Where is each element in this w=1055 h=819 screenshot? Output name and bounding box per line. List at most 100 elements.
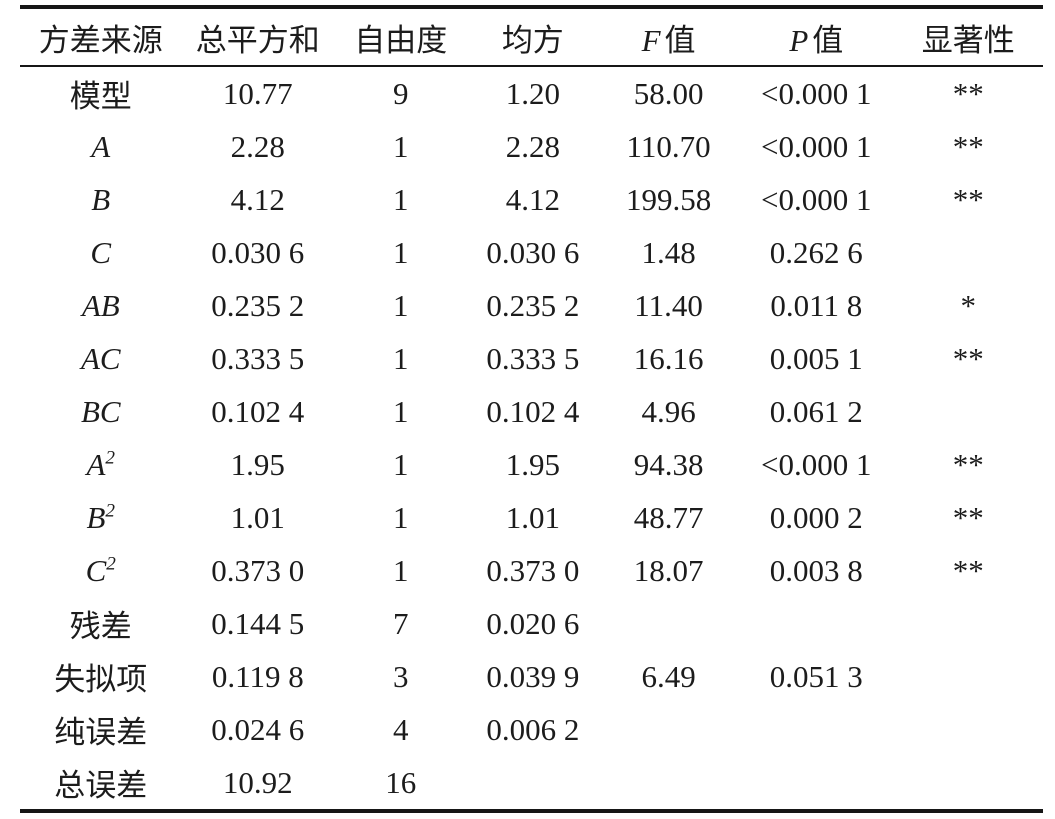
value-cell: 6.49 [641,658,696,694]
value-cell [894,703,1043,756]
table-row: 总误差 10.92 16 [20,756,1043,811]
value-cell [598,703,739,756]
value-cell [598,756,739,811]
source-cell: 残差 [69,609,132,644]
anova-table: 方差来源 总平方和 自由度 均方 F 值 P 值显著性 模型 10.77 9 1.20 58.00 <0… [20,5,1043,813]
value-cell: 1 [393,393,409,429]
table-row: AB 0.235 2 1 0.235 2 11.40 0.011 8 * [20,279,1043,332]
value-cell: 4.96 [641,393,696,429]
value-cell: 16 [385,764,417,800]
header-row: 方差来源 总平方和 自由度 均方 F 值 P 值显著性 [20,7,1043,67]
value-cell: <0.000 1 [761,181,872,217]
value-cell: 0.373 0 [211,552,305,588]
value-cell: * [960,287,977,323]
column-header: 方差来源 [20,7,182,67]
value-cell [739,597,893,650]
source-cell: BC [80,393,121,429]
table-row: 失拟项 0.119 8 3 0.039 9 6.49 0.051 3 [20,650,1043,703]
value-cell: 0.061 2 [769,393,863,429]
value-cell [894,226,1043,279]
value-cell: 11.40 [634,287,703,323]
table-body: 模型 10.77 9 1.20 58.00 <0.000 1 ** A 2.28 1 2.28 110… [20,66,1043,811]
value-cell: 2.28 [230,128,285,164]
table-row: C2 0.373 0 1 0.373 0 18.07 0.003 8 ** [20,544,1043,597]
table-row: B 4.12 1 4.12 199.58 <0.000 1 ** [20,173,1043,226]
value-cell: 58.00 [633,75,704,111]
value-cell: 18.07 [633,552,704,588]
value-cell: 0.144 5 [211,605,305,641]
table-row: 模型 10.77 9 1.20 58.00 <0.000 1 ** [20,66,1043,120]
table-row: A2 1.95 1 1.95 94.38 <0.000 1 ** [20,438,1043,491]
column-header: 显著性 [893,7,1043,67]
value-cell: 0.006 2 [486,711,580,747]
value-cell: 0.235 2 [486,287,580,323]
value-cell: ** [952,552,984,588]
value-cell: 199.58 [625,181,712,217]
table-row: AC 0.333 5 1 0.333 5 16.16 0.005 1 ** [20,332,1043,385]
value-cell: ** [952,128,984,164]
value-cell: 7 [393,605,409,641]
value-cell: 1.95 [230,446,285,482]
value-cell: 3 [393,658,409,694]
value-cell: 1 [393,287,409,323]
value-cell: 4 [393,711,409,747]
value-cell: 1 [393,499,409,535]
value-cell [468,756,599,811]
table-row: A 2.28 1 2.28 110.70 <0.000 1 ** [20,120,1043,173]
value-cell: <0.000 1 [761,446,872,482]
value-cell: 0.333 5 [211,340,305,376]
value-cell: <0.000 1 [761,128,872,164]
table-row: C 0.030 6 1 0.030 6 1.48 0.262 6 [20,226,1043,279]
value-cell: 1 [393,340,409,376]
source-cell: C [90,234,112,270]
column-header: 自由度 [334,7,468,67]
table-row: 纯误差 0.024 6 4 0.006 2 [20,703,1043,756]
source-cell: 模型 [69,79,132,114]
value-cell: 10.92 [222,764,293,800]
source-cell: B2 [86,499,116,535]
value-cell: 0.000 2 [769,499,863,535]
value-cell: 0.030 6 [486,234,580,270]
value-cell: ** [952,75,984,111]
value-cell: 1.01 [505,499,560,535]
source-cell: AB [81,287,120,323]
value-cell: 2.28 [505,128,560,164]
value-cell: ** [952,340,984,376]
value-cell [894,650,1043,703]
value-cell: 0.119 8 [211,658,304,694]
value-cell: 9 [393,75,409,111]
source-cell: 总误差 [54,768,148,803]
value-cell [739,756,893,811]
value-cell [739,703,893,756]
source-cell: 失拟项 [54,662,148,697]
source-cell: A2 [86,446,116,482]
value-cell: 0.102 4 [211,393,305,429]
table-row: 残差 0.144 5 7 0.020 6 [20,597,1043,650]
value-cell: 1 [393,181,409,217]
value-cell: 10.77 [222,75,293,111]
value-cell [894,597,1043,650]
table-row: B2 1.01 1 1.01 48.77 0.000 2 ** [20,491,1043,544]
table-row: BC 0.102 4 1 0.102 4 4.96 0.061 2 [20,385,1043,438]
value-cell: 1.48 [641,234,696,270]
column-header: 总平方和 [181,7,335,67]
value-cell: 0.011 8 [770,287,863,323]
value-cell: 0.020 6 [486,605,580,641]
value-cell: 1 [393,128,409,164]
value-cell [894,385,1043,438]
value-cell: 0.030 6 [211,234,305,270]
value-cell: 0.373 0 [486,552,580,588]
value-cell: 1 [393,552,409,588]
source-cell: C2 [85,552,116,588]
value-cell: 1.01 [230,499,285,535]
value-cell: 0.051 3 [769,658,863,694]
value-cell: 4.12 [505,181,560,217]
value-cell: 94.38 [633,446,704,482]
value-cell: 0.235 2 [211,287,305,323]
source-cell: AC [80,340,121,376]
value-cell [894,756,1043,811]
header-italic-symbol: F [641,22,661,58]
value-cell: 1.20 [505,75,560,111]
header-italic-symbol: P [789,22,809,58]
